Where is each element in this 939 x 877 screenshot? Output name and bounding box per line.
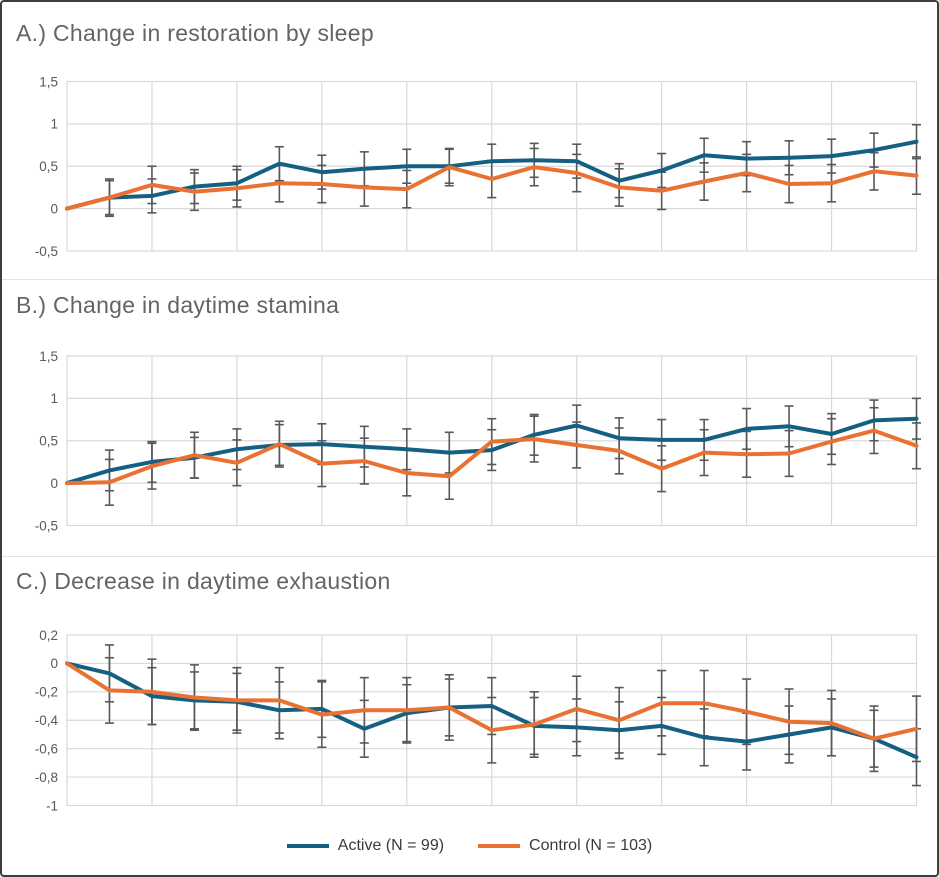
chart-c-title: C.) Decrease in daytime exhaustion xyxy=(16,568,391,594)
panel-separator xyxy=(2,556,937,557)
y-tick-label: -0,4 xyxy=(35,713,59,728)
chart-b-series-0-line xyxy=(65,416,919,486)
y-tick-label: -0,8 xyxy=(35,770,58,785)
chart-a-series-0-line xyxy=(65,139,919,211)
legend-item-active: Active (N = 99) xyxy=(286,837,445,855)
y-tick-label: 1,5 xyxy=(39,349,58,364)
y-tick-label: 1 xyxy=(50,117,58,132)
legend-label-control: Control (N = 103) xyxy=(529,837,653,854)
y-tick-label: 0 xyxy=(50,201,58,216)
control-series-swatch xyxy=(478,844,521,848)
y-tick-label: 1 xyxy=(50,391,58,406)
legend-item-control: Control (N = 103) xyxy=(478,837,652,855)
chart-c-series-0-line xyxy=(65,661,919,760)
y-tick-label: -0,5 xyxy=(35,244,58,259)
y-tick-label: 0,2 xyxy=(39,628,58,643)
chart-b-series-1-line xyxy=(65,428,919,486)
y-tick-label: -1 xyxy=(46,798,58,813)
chart-b-series-1-error-bars xyxy=(104,406,921,506)
chart-b-plot: 1,5 1 0,5 0 -0,5 xyxy=(35,349,921,533)
y-tick-label: -0,5 xyxy=(35,518,58,533)
chart-a-series-1-line xyxy=(65,165,919,211)
chart-b-title: B.) Change in daytime stamina xyxy=(16,292,340,318)
active-series-swatch xyxy=(286,844,329,848)
y-tick-label: -0,2 xyxy=(35,685,58,700)
legend-label-active: Active (N = 99) xyxy=(337,837,445,854)
y-tick-label: -0,6 xyxy=(35,741,58,756)
chart-a-series-0-error-bars xyxy=(104,123,921,216)
chart-a-plot: 1,5 1 0,5 0 -0,5 xyxy=(35,74,921,259)
y-tick-label: 1,5 xyxy=(39,74,58,89)
chart-a-title: A.) Change in restoration by sleep xyxy=(16,20,374,46)
chart-c-plot: 0,2 0 -0,2 -0,4 -0,6 -0,8 -1 xyxy=(35,628,921,813)
chart-c-series-1-line xyxy=(65,661,919,741)
y-tick-label: 0 xyxy=(50,656,58,671)
legend: Active (N = 99) Control (N = 103) xyxy=(2,837,937,855)
y-tick-label: 0,5 xyxy=(39,159,58,174)
y-tick-label: 0,5 xyxy=(39,434,58,449)
panel-separator xyxy=(2,279,937,280)
y-tick-label: 0 xyxy=(50,476,58,491)
